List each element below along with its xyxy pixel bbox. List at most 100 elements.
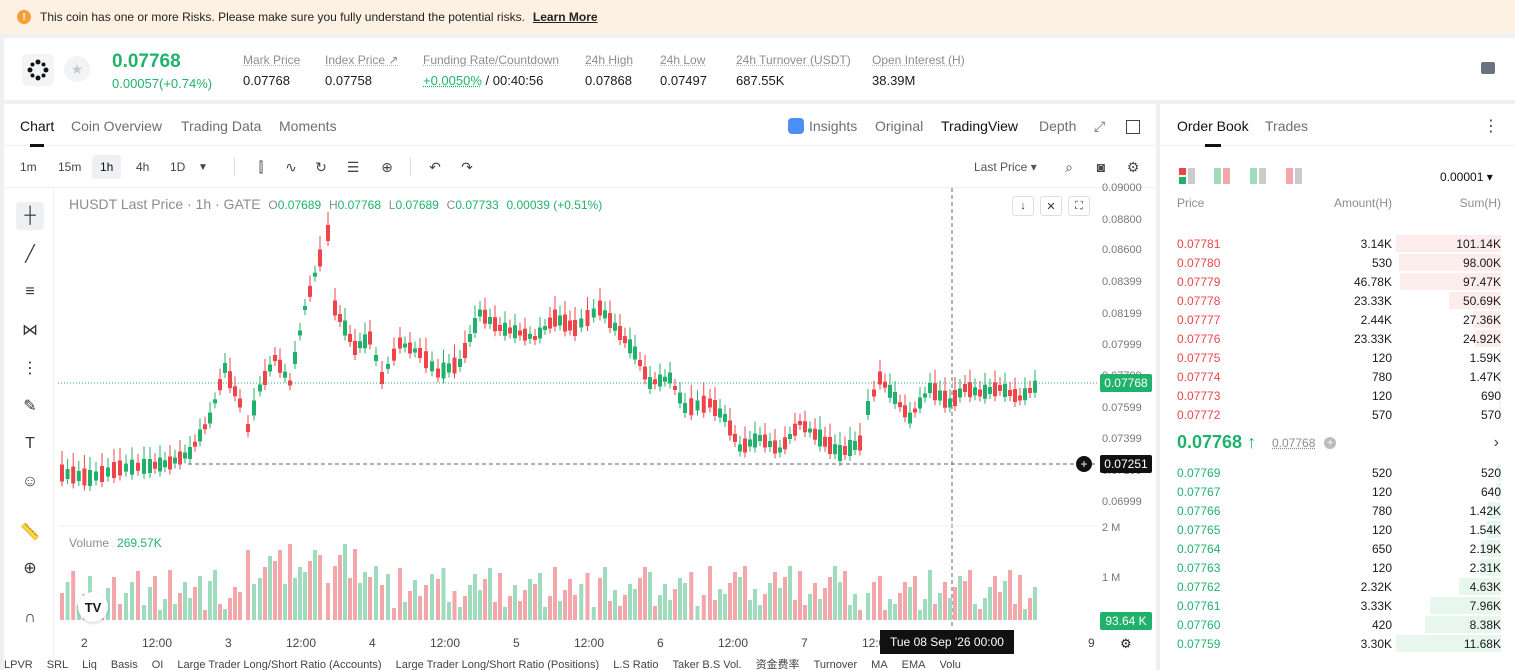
indicators-icon[interactable]: ∿ [285, 158, 297, 175]
tf-15m[interactable]: 15m [58, 160, 82, 174]
indicator-tab[interactable]: Volu [939, 659, 961, 670]
fullscreen-icon[interactable]: ⛶ [1068, 196, 1090, 216]
tf-1h[interactable]: 1h [92, 155, 122, 179]
window-icon[interactable] [1126, 120, 1140, 134]
indicator-tab[interactable]: EMA [901, 659, 926, 670]
redo-icon[interactable]: ↷ [461, 158, 473, 175]
row-price: 0.07777 [1177, 313, 1221, 327]
depth-bar [1400, 273, 1501, 290]
ask-row[interactable]: 0.07779 46.78K 97.47K [1160, 272, 1515, 291]
indicator-tab[interactable]: Large Trader Long/Short Ratio (Accounts) [177, 659, 382, 670]
chevron-down-icon[interactable]: ▼ [198, 161, 208, 173]
row-price: 0.07764 [1177, 542, 1221, 556]
layout-mixed-icon[interactable] [1214, 168, 1230, 184]
brush-icon[interactable]: ✎ [23, 398, 37, 415]
trend-line-icon[interactable]: ╱ [25, 246, 35, 263]
ask-row[interactable]: 0.07780 530 98.00K [1160, 253, 1515, 272]
scroll-down-icon[interactable]: ↓ [1012, 196, 1034, 216]
ruler-icon[interactable]: 📏 [20, 524, 40, 541]
cursor-price-tag: 0.07251 [1100, 455, 1152, 473]
precision-select[interactable]: 0.00001 ▾ [1440, 170, 1493, 184]
layout-asks-icon[interactable] [1286, 168, 1302, 184]
ask-row[interactable]: 0.07775 120 1.59K [1160, 348, 1515, 367]
indicator-tab[interactable]: Basis [110, 659, 138, 670]
favorite-star-icon[interactable]: ★ [64, 56, 90, 82]
ask-row[interactable]: 0.07774 780 1.47K [1160, 367, 1515, 386]
text-icon[interactable]: T [25, 435, 35, 452]
indicator-tab[interactable]: MA [871, 659, 888, 670]
axis-settings-icon[interactable]: ⚙ [1120, 636, 1132, 651]
indicator-tab[interactable]: Turnover [813, 659, 858, 670]
tab-coin-overview[interactable]: Coin Overview [71, 118, 163, 134]
indicator-tab[interactable]: L.S Ratio [613, 659, 659, 670]
undo-icon[interactable]: ↶ [429, 158, 441, 175]
stat-index-price[interactable]: Index Price ↗ 0.07758 [325, 53, 399, 88]
templates-icon[interactable]: ☰ [346, 158, 360, 175]
candle-type-icon[interactable]: ⫿ [258, 158, 264, 175]
time-axis-label: 6 [657, 636, 664, 650]
depth-bar [1459, 578, 1501, 595]
ask-row[interactable]: 0.07778 23.33K 50.69K [1160, 291, 1515, 310]
camera-icon[interactable]: ◙ [1096, 159, 1106, 175]
bid-row[interactable]: 0.07762 2.32K 4.63K [1160, 577, 1515, 596]
last-price-select[interactable]: Last Price ▾ [974, 160, 1037, 174]
magnet-icon[interactable]: ∩ [24, 609, 36, 626]
add-alert-icon[interactable]: ⊕ [381, 158, 393, 175]
view-depth[interactable]: Depth [1039, 118, 1077, 134]
bid-row[interactable]: 0.07769 520 520 [1160, 463, 1515, 482]
bid-row[interactable]: 0.07766 780 1.42K [1160, 501, 1515, 520]
tab-order-book[interactable]: Order Book [1177, 118, 1249, 147]
insights-button[interactable]: Insights [788, 118, 857, 134]
indicator-tab[interactable]: LPVR [4, 659, 33, 670]
tab-moments[interactable]: Moments [279, 118, 337, 134]
zoom-in-icon[interactable]: ⊕ [23, 560, 37, 577]
layout-both-icon[interactable] [1179, 168, 1195, 184]
indicator-tab[interactable]: Taker B.S Vol. [672, 659, 742, 670]
risk-warning-text: This coin has one or more Risks. Please … [40, 10, 525, 24]
tab-trading-data[interactable]: Trading Data [181, 118, 262, 134]
ask-row[interactable]: 0.07777 2.44K 27.36K [1160, 310, 1515, 329]
emoji-icon[interactable]: ☺ [21, 473, 39, 490]
tab-chart[interactable]: Chart [20, 118, 55, 147]
ask-row[interactable]: 0.07772 570 570 [1160, 405, 1515, 424]
row-price: 0.07772 [1177, 408, 1221, 422]
search-icon[interactable]: ⌕ [1065, 158, 1073, 175]
tf-1m[interactable]: 1m [20, 160, 37, 174]
chevron-right-icon[interactable]: › [1493, 434, 1499, 451]
fib-icon[interactable]: ⋮ [22, 360, 38, 377]
view-original[interactable]: Original [875, 118, 924, 134]
bid-row[interactable]: 0.07765 120 1.54K [1160, 520, 1515, 539]
horizontal-lines-icon[interactable]: ≡ [25, 283, 35, 300]
tf-1d[interactable]: 1D [170, 160, 186, 174]
bid-row[interactable]: 0.07767 120 640 [1160, 482, 1515, 501]
add-order-icon[interactable]: + [1076, 456, 1092, 472]
bid-row[interactable]: 0.07763 120 2.31K [1160, 558, 1515, 577]
indicator-tab[interactable]: Large Trader Long/Short Ratio (Positions… [395, 659, 600, 670]
candlestick-chart[interactable] [58, 188, 1098, 628]
view-tradingview[interactable]: TradingView [941, 118, 1019, 134]
indicator-tab[interactable]: SRL [46, 659, 69, 670]
indicator-tab[interactable]: Liq [82, 659, 97, 670]
bid-row[interactable]: 0.07760 420 8.38K [1160, 615, 1515, 634]
ask-row[interactable]: 0.07781 3.14K 101.14K [1160, 234, 1515, 253]
mark-price-info-icon[interactable]: + [1324, 437, 1336, 449]
gear-icon[interactable]: ⚙ [1126, 158, 1140, 175]
crosshair-icon[interactable]: ┼ [16, 202, 44, 230]
compare-icon[interactable]: ↻ [315, 158, 327, 175]
expand-icon[interactable]: ⤢ [1094, 118, 1106, 134]
tf-4h[interactable]: 4h [136, 160, 150, 174]
ask-row[interactable]: 0.07773 120 690 [1160, 386, 1515, 405]
bid-row[interactable]: 0.07759 3.30K 11.68K [1160, 634, 1515, 653]
indicator-tab[interactable]: 资金费率 [755, 659, 800, 670]
guide-book-icon[interactable] [1481, 62, 1495, 74]
collapse-icon[interactable]: ✕ [1040, 196, 1062, 216]
bid-row[interactable]: 0.07761 3.33K 7.96K [1160, 596, 1515, 615]
tab-trades[interactable]: Trades [1265, 118, 1309, 134]
indicator-tab[interactable]: OI [151, 659, 164, 670]
ask-row[interactable]: 0.07776 23.33K 24.92K [1160, 329, 1515, 348]
layout-bids-icon[interactable] [1250, 168, 1266, 184]
more-icon[interactable]: ⋮ [1483, 118, 1499, 135]
pattern-icon[interactable]: ⋈ [22, 322, 38, 339]
learn-more-link[interactable]: Learn More [532, 10, 598, 24]
bid-row[interactable]: 0.07764 650 2.19K [1160, 539, 1515, 558]
